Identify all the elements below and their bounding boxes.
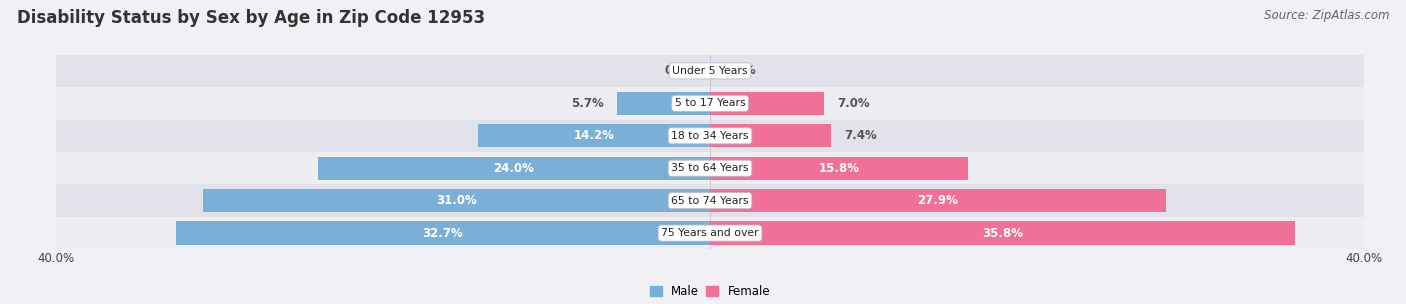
Legend: Male, Female: Male, Female bbox=[650, 285, 770, 298]
Bar bbox=[710, 221, 1295, 245]
Bar bbox=[710, 92, 824, 115]
Bar bbox=[56, 87, 1364, 119]
Text: 14.2%: 14.2% bbox=[574, 129, 614, 142]
Bar bbox=[56, 119, 1364, 152]
Text: 7.0%: 7.0% bbox=[838, 97, 870, 110]
Bar bbox=[478, 124, 710, 147]
Text: 0.0%: 0.0% bbox=[723, 64, 756, 78]
Text: 24.0%: 24.0% bbox=[494, 162, 534, 175]
Text: Source: ZipAtlas.com: Source: ZipAtlas.com bbox=[1264, 9, 1389, 22]
Text: 75 Years and over: 75 Years and over bbox=[661, 228, 759, 238]
Text: 65 to 74 Years: 65 to 74 Years bbox=[671, 196, 749, 206]
Bar bbox=[176, 221, 710, 245]
Text: Under 5 Years: Under 5 Years bbox=[672, 66, 748, 76]
Bar bbox=[56, 55, 1364, 87]
Text: Disability Status by Sex by Age in Zip Code 12953: Disability Status by Sex by Age in Zip C… bbox=[17, 9, 485, 27]
Text: 0.0%: 0.0% bbox=[664, 64, 697, 78]
Bar bbox=[710, 124, 831, 147]
Bar bbox=[710, 157, 969, 180]
Text: 7.4%: 7.4% bbox=[844, 129, 877, 142]
Text: 27.9%: 27.9% bbox=[918, 194, 959, 207]
Bar bbox=[617, 92, 710, 115]
Bar bbox=[204, 189, 710, 212]
Text: 5 to 17 Years: 5 to 17 Years bbox=[675, 98, 745, 108]
Text: 5.7%: 5.7% bbox=[571, 97, 603, 110]
Text: 35.8%: 35.8% bbox=[983, 226, 1024, 240]
Bar bbox=[56, 217, 1364, 249]
Text: 32.7%: 32.7% bbox=[422, 226, 463, 240]
Text: 31.0%: 31.0% bbox=[436, 194, 477, 207]
Bar bbox=[318, 157, 710, 180]
Bar bbox=[710, 189, 1166, 212]
Text: 35 to 64 Years: 35 to 64 Years bbox=[671, 163, 749, 173]
Bar bbox=[56, 185, 1364, 217]
Text: 15.8%: 15.8% bbox=[818, 162, 859, 175]
Text: 18 to 34 Years: 18 to 34 Years bbox=[671, 131, 749, 141]
Bar bbox=[56, 152, 1364, 185]
